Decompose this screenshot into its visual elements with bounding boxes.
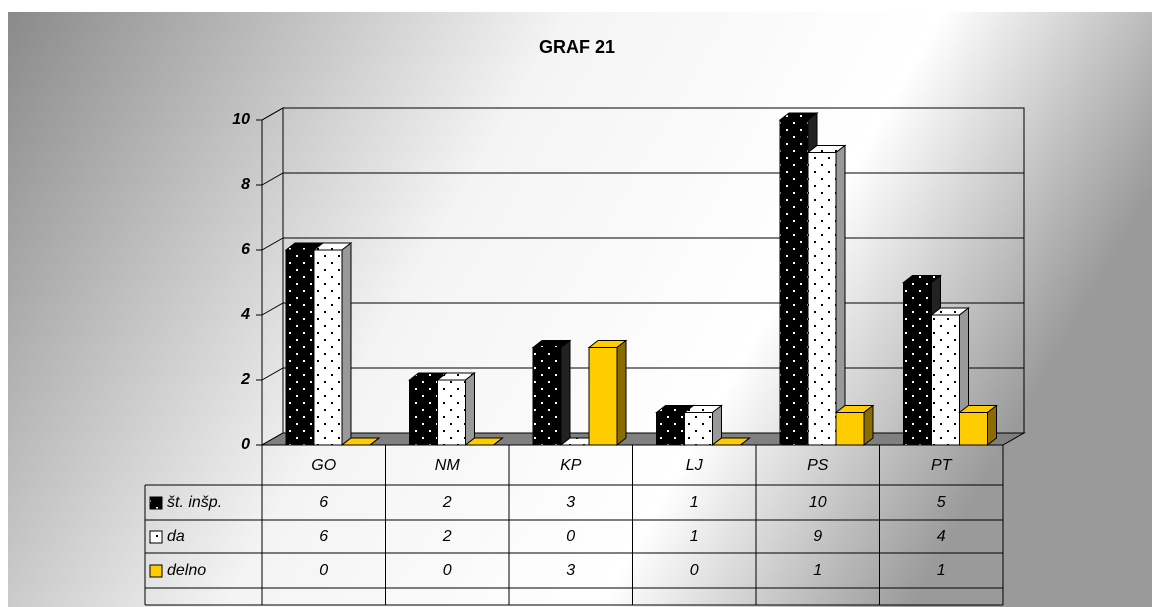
legend-label: delno [167,562,206,579]
bar [312,241,353,447]
table-cell: 4 [937,528,946,545]
table-cell: 6 [319,528,328,545]
grid-line [261,302,1024,316]
bar-front [656,412,685,446]
chart-area [8,12,1152,607]
bar-front [903,282,932,446]
table-cell: 0 [566,528,575,545]
bar-side [835,144,846,447]
y-tick-label: 4 [240,306,250,323]
table-cell: 1 [813,562,822,579]
bar-side [465,371,475,447]
bar-side [740,437,750,446]
bar-front [532,347,562,446]
bar-side [341,241,352,447]
bar-front [437,379,466,446]
bar [834,404,875,447]
bar-front [588,347,618,446]
grid-line [261,107,1024,121]
table-cell: 2 [442,494,452,511]
bar-front [779,119,809,446]
bar-side [493,437,503,446]
y-tick-label: 2 [240,371,250,388]
bar-side [560,339,571,447]
legend-label: št. inšp. [167,494,222,511]
table-header: PT [931,457,953,474]
bar [531,339,572,447]
bar-front [835,412,865,446]
bar-front [807,152,837,446]
bar-front [285,249,315,446]
y-tick-label: 10 [232,111,250,128]
table-header: PS [807,457,829,474]
bar-side [616,339,627,447]
chart-title: GRAF 21 [539,37,615,57]
bar-side [863,404,874,447]
table-header: LJ [686,457,704,474]
bar [806,144,847,447]
table-cell: 3 [566,562,575,579]
table-header: GO [311,457,336,474]
table-cell: 1 [690,528,699,545]
bar-front [959,412,988,446]
bar-side [987,404,997,447]
bar-side [369,437,380,446]
legend-label: da [167,528,185,545]
table-cell: 5 [937,494,946,511]
table-cell: 1 [690,494,699,511]
table-header: KP [560,457,582,474]
y-tick-label: 6 [241,241,250,258]
table-cell: 6 [319,494,328,511]
y-tick-label: 0 [241,436,250,453]
bar-front [313,249,343,446]
grid-line [261,367,1024,381]
legend-key [149,564,163,578]
grid-line [261,237,1024,251]
table-cell: 0 [443,562,452,579]
bar-front [409,379,438,446]
table-cell: 0 [690,562,699,579]
y-tick-label: 8 [241,176,250,193]
bar [683,404,723,447]
legend-key [149,496,163,510]
table-cell: 9 [813,528,822,545]
table-cell: 10 [809,494,827,511]
table-header: NM [435,457,461,474]
bar [587,339,628,447]
table-cell: 0 [319,562,328,579]
table-cell: 3 [566,494,575,511]
table-cell: 1 [937,562,946,579]
grid-line [261,172,1024,186]
bar [958,404,998,447]
table-cell: 2 [442,528,452,545]
bar-front [931,314,960,446]
legend-key [149,530,163,544]
bar-front [684,412,713,446]
bar [436,371,476,447]
